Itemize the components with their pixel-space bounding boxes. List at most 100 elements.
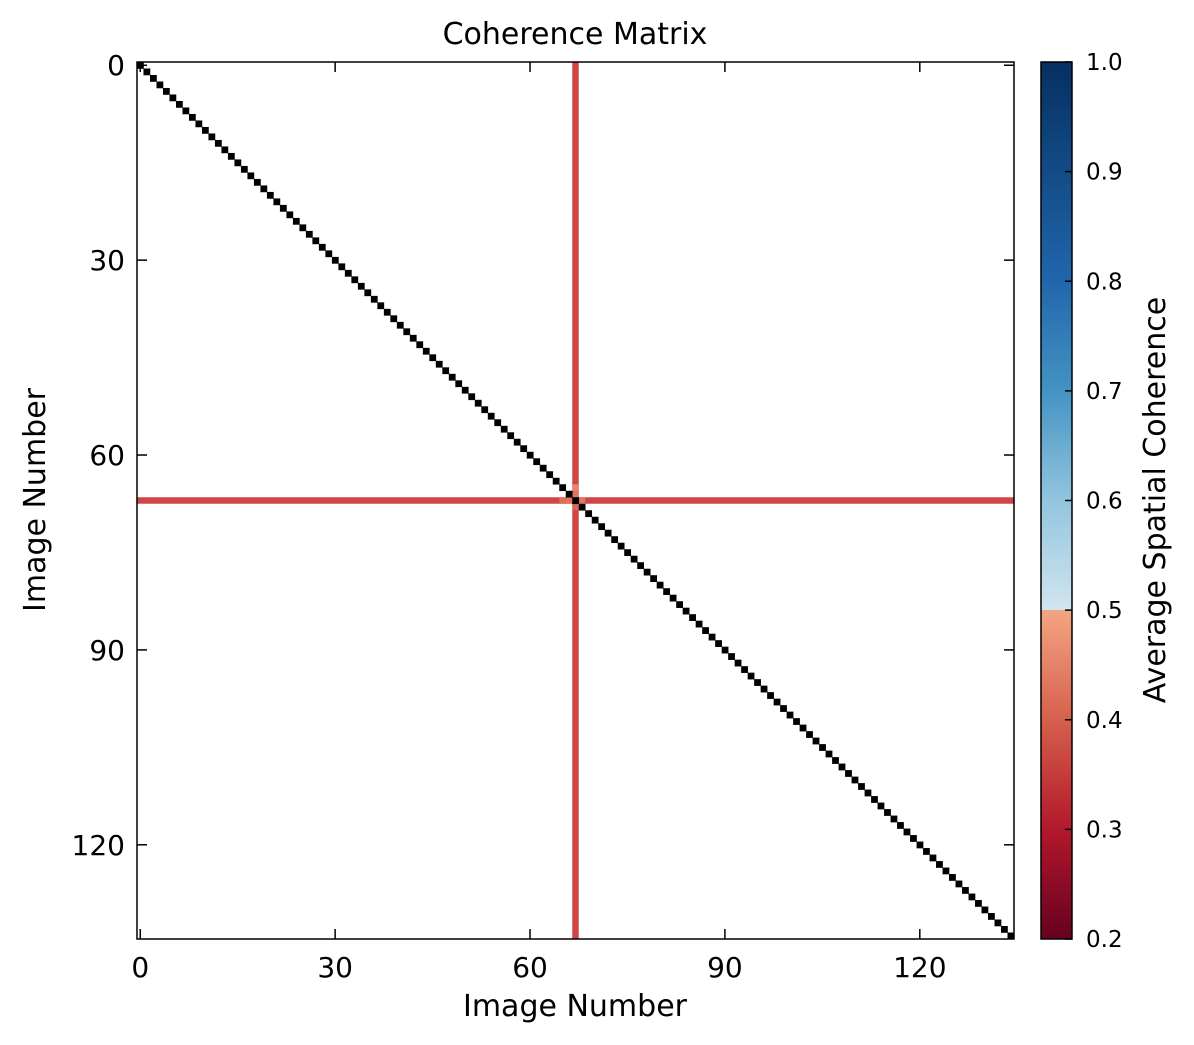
diagonal-cell: [994, 919, 1002, 927]
diagonal-cell: [1001, 926, 1008, 933]
diagonal-cell: [578, 503, 586, 511]
diagonal-cell: [754, 679, 761, 686]
diagonal-cell: [812, 737, 820, 745]
x-tick-label: 90: [707, 951, 743, 984]
diagonal-cell: [825, 750, 833, 758]
diagonal-cell: [838, 763, 846, 771]
diagonal-cell: [448, 373, 456, 381]
diagonal-cell: [884, 809, 891, 816]
diagonal-cell: [630, 555, 638, 563]
diagonal-cell: [442, 367, 450, 375]
diagonal-cell: [643, 568, 651, 576]
diagonal-cell: [734, 659, 742, 667]
diagonal-cell: [890, 815, 898, 823]
diagonal-cell: [559, 484, 567, 492]
diagonal-cell: [793, 718, 800, 725]
diagonal-cell: [455, 380, 463, 388]
diagonal-cell: [468, 393, 476, 401]
diagonal-cell: [955, 880, 963, 888]
diagonal-cell: [539, 464, 547, 472]
axis-ticks: 0 30 60 90 120 0 30 60 90 120: [72, 49, 1014, 984]
plot-frame: [136, 61, 1015, 940]
diagonal-cell: [344, 269, 352, 277]
diagonal-cell: [682, 607, 690, 615]
diagonal-cell: [949, 874, 956, 881]
diagonal-cell: [403, 328, 411, 336]
diagonal-cell: [923, 848, 930, 855]
diagonal-cell: [377, 302, 385, 310]
diagonal-cell: [195, 120, 203, 128]
diagonal-cell: [903, 828, 911, 836]
diagonal-cell: [669, 594, 677, 602]
diagonal-cell: [201, 126, 209, 134]
y-tick-label: 60: [89, 439, 125, 472]
diagonal-cell: [585, 510, 593, 518]
diagonal-cell: [916, 841, 924, 849]
diagonal-cell: [435, 360, 443, 368]
colorbar-tick-label: 0.9: [1086, 160, 1123, 186]
diagonal-cell: [422, 347, 430, 355]
x-tick-label: 30: [317, 951, 353, 984]
diagonal-cell: [786, 711, 794, 719]
diagonal-cell: [962, 887, 969, 894]
diagonal-cell: [390, 315, 398, 323]
x-tick-label: 0: [131, 951, 149, 984]
diagonal-cell: [507, 432, 515, 440]
diagonal-cell: [357, 282, 365, 290]
y-axis-label: Image Number: [18, 387, 53, 612]
diagonal-cell: [273, 198, 281, 206]
diagonal-cell: [799, 724, 807, 732]
diagonal-cell: [266, 191, 274, 199]
diagonal-cell: [533, 458, 541, 466]
diagonal-cell: [513, 438, 521, 446]
diagonal-cell: [214, 139, 222, 147]
diagonal-cell: [741, 666, 748, 673]
diagonal-cell: [936, 861, 943, 868]
diagonal-cell: [247, 172, 255, 180]
diagonal-cell: [500, 425, 508, 433]
diagonal-cell: [318, 243, 326, 251]
diagonal-cell: [188, 113, 196, 121]
diagonal-cell: [227, 152, 235, 160]
diagonal-cell: [598, 523, 606, 531]
diagonal-cell: [240, 165, 248, 173]
diagonal-cell: [864, 789, 872, 797]
diagonal-cell: [637, 562, 645, 570]
diagonal-cell: [208, 133, 216, 141]
diagonal-cell: [773, 698, 781, 706]
diagonal-cell: [676, 601, 683, 608]
diagonal-cell: [396, 321, 404, 329]
x-tick-label: 60: [512, 951, 548, 984]
heatmap-cell: [559, 497, 566, 504]
diagonal-cell: [546, 471, 554, 479]
diagonal-cell: [858, 783, 865, 790]
diagonal-cell: [702, 627, 709, 634]
diagonal-cell: [819, 744, 826, 751]
diagonal-cell: [149, 74, 157, 82]
diagonal-cell: [481, 406, 489, 414]
diagonal-cell: [988, 913, 995, 920]
diagonal-cell: [604, 529, 612, 537]
diagonal-cell: [708, 633, 716, 641]
diagonal-cell: [897, 822, 904, 829]
chart-title: Coherence Matrix: [443, 17, 708, 52]
diagonal-cell: [721, 646, 729, 654]
diagonal-cell: [617, 542, 625, 550]
diagonal-cell: [234, 159, 242, 167]
diagonal-cell: [169, 94, 177, 102]
diagonal-cell: [910, 835, 917, 842]
diagonal-cell: [487, 412, 495, 420]
colorbar-tick-label: 0.6: [1086, 489, 1123, 515]
diagonal-cell: [299, 224, 307, 232]
diagonal-cell: [968, 893, 976, 901]
diagonal-cell: [429, 354, 437, 362]
diagonal-cell: [624, 549, 632, 557]
colorbar-tick-label: 0.5: [1086, 598, 1123, 624]
heatmap-cell: [572, 503, 579, 511]
diagonal-cell: [656, 581, 664, 589]
diagonal-cell: [747, 672, 755, 680]
diagonal-cell: [312, 237, 320, 245]
y-tick-label: 90: [89, 634, 125, 667]
diagonal-cell: [416, 341, 424, 349]
diagonal-cell: [331, 256, 339, 264]
